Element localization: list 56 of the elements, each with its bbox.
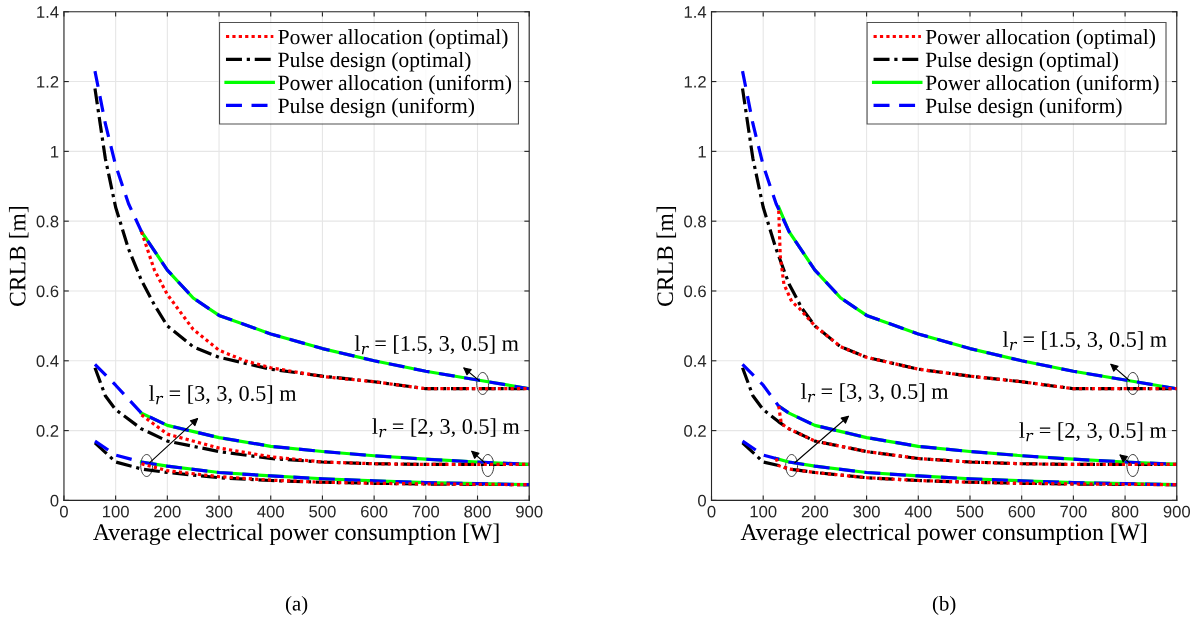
y-tick-label: 0.4 <box>36 355 59 367</box>
x-tick-label: 300 <box>853 505 880 518</box>
legend-label: Pulse design (optimal) <box>925 52 1118 72</box>
y-tick-label: 0.2 <box>36 425 59 437</box>
y-tick-label: 1.4 <box>684 6 707 18</box>
annotation: l$_{r}$ = [3, 3, 0.5] m <box>801 383 949 403</box>
legend-label: Pulse design (uniform) <box>925 97 1122 118</box>
x-tick-label: 500 <box>309 505 336 518</box>
x-tick-label: 300 <box>205 505 233 518</box>
x-axis-title: Average electrical power consumption [W] <box>93 523 499 546</box>
y-tick-label: 0 <box>698 494 706 507</box>
x-tick-label: 100 <box>103 505 129 518</box>
y-tick-label: 0.8 <box>684 215 706 228</box>
y-tick-label: 1.4 <box>37 6 59 18</box>
x-axis-title: Average electrical power consumption [W] <box>740 523 1147 546</box>
y-tick-label: 1.2 <box>684 75 706 88</box>
x-tick-label: 100 <box>750 505 777 518</box>
y-tick-label: 0.4 <box>684 355 707 367</box>
x-tick-label: 200 <box>801 505 829 518</box>
x-tick-label: 700 <box>1060 505 1087 518</box>
x-tick-label: 400 <box>904 505 932 518</box>
x-tick-label: 800 <box>464 505 491 518</box>
x-tick-label: 600 <box>361 505 388 518</box>
annotation: l$_{r}$ = [2, 3, 0.5] m <box>1019 422 1167 442</box>
text: (a) <box>285 596 308 615</box>
y-tick-label: 1 <box>698 145 706 158</box>
y-axis-title: CRLB [m] <box>656 207 677 306</box>
y-tick-label: 0.2 <box>684 425 706 437</box>
y-tick-label: 0.6 <box>684 285 706 298</box>
x-tick-label: 800 <box>1111 505 1139 518</box>
x-tick-label: 0 <box>707 505 716 518</box>
x-tick-label: 200 <box>154 505 181 518</box>
x-tick-label: 600 <box>1008 505 1035 518</box>
annotation: l$_{r}$ = [2, 3, 0.5] m <box>372 418 520 438</box>
legend-label: Power allocation (optimal) <box>278 29 508 49</box>
legend-label: Pulse design (uniform) <box>278 97 475 118</box>
x-tick-label: 900 <box>1163 505 1191 518</box>
x-tick-label: 900 <box>516 505 543 518</box>
x-tick-label: 700 <box>412 505 440 518</box>
annotation: l$_{r}$ = [3, 3, 0.5] m <box>149 385 297 405</box>
x-tick-label: 500 <box>956 505 984 518</box>
legend-label: Power allocation (optimal) <box>925 29 1156 49</box>
y-axis-title: CRLB [m] <box>8 207 29 306</box>
legend-label: Power allocation (uniform) <box>278 74 512 95</box>
text: (b) <box>932 596 956 615</box>
x-tick-label: 400 <box>257 505 284 518</box>
legend-label: Pulse design (optimal) <box>278 52 471 72</box>
x-tick-label: 0 <box>59 505 68 518</box>
annotation: l$_{r}$ = [1.5, 3, 0.5] m <box>354 335 519 355</box>
y-tick-label: 0.6 <box>36 285 59 298</box>
y-tick-label: 1 <box>51 145 59 158</box>
y-tick-label: 0.8 <box>36 215 59 228</box>
y-tick-label: 1.2 <box>37 75 59 88</box>
legend-label: Power allocation (uniform) <box>925 74 1159 95</box>
y-tick-label: 0 <box>50 494 59 507</box>
annotation: l$_{r}$ = [1.5, 3, 0.5] m <box>1002 331 1167 351</box>
